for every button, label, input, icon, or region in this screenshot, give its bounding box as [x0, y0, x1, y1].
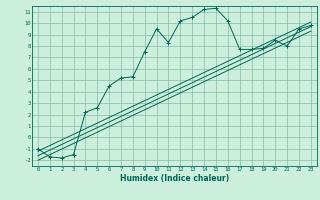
X-axis label: Humidex (Indice chaleur): Humidex (Indice chaleur)	[120, 174, 229, 183]
